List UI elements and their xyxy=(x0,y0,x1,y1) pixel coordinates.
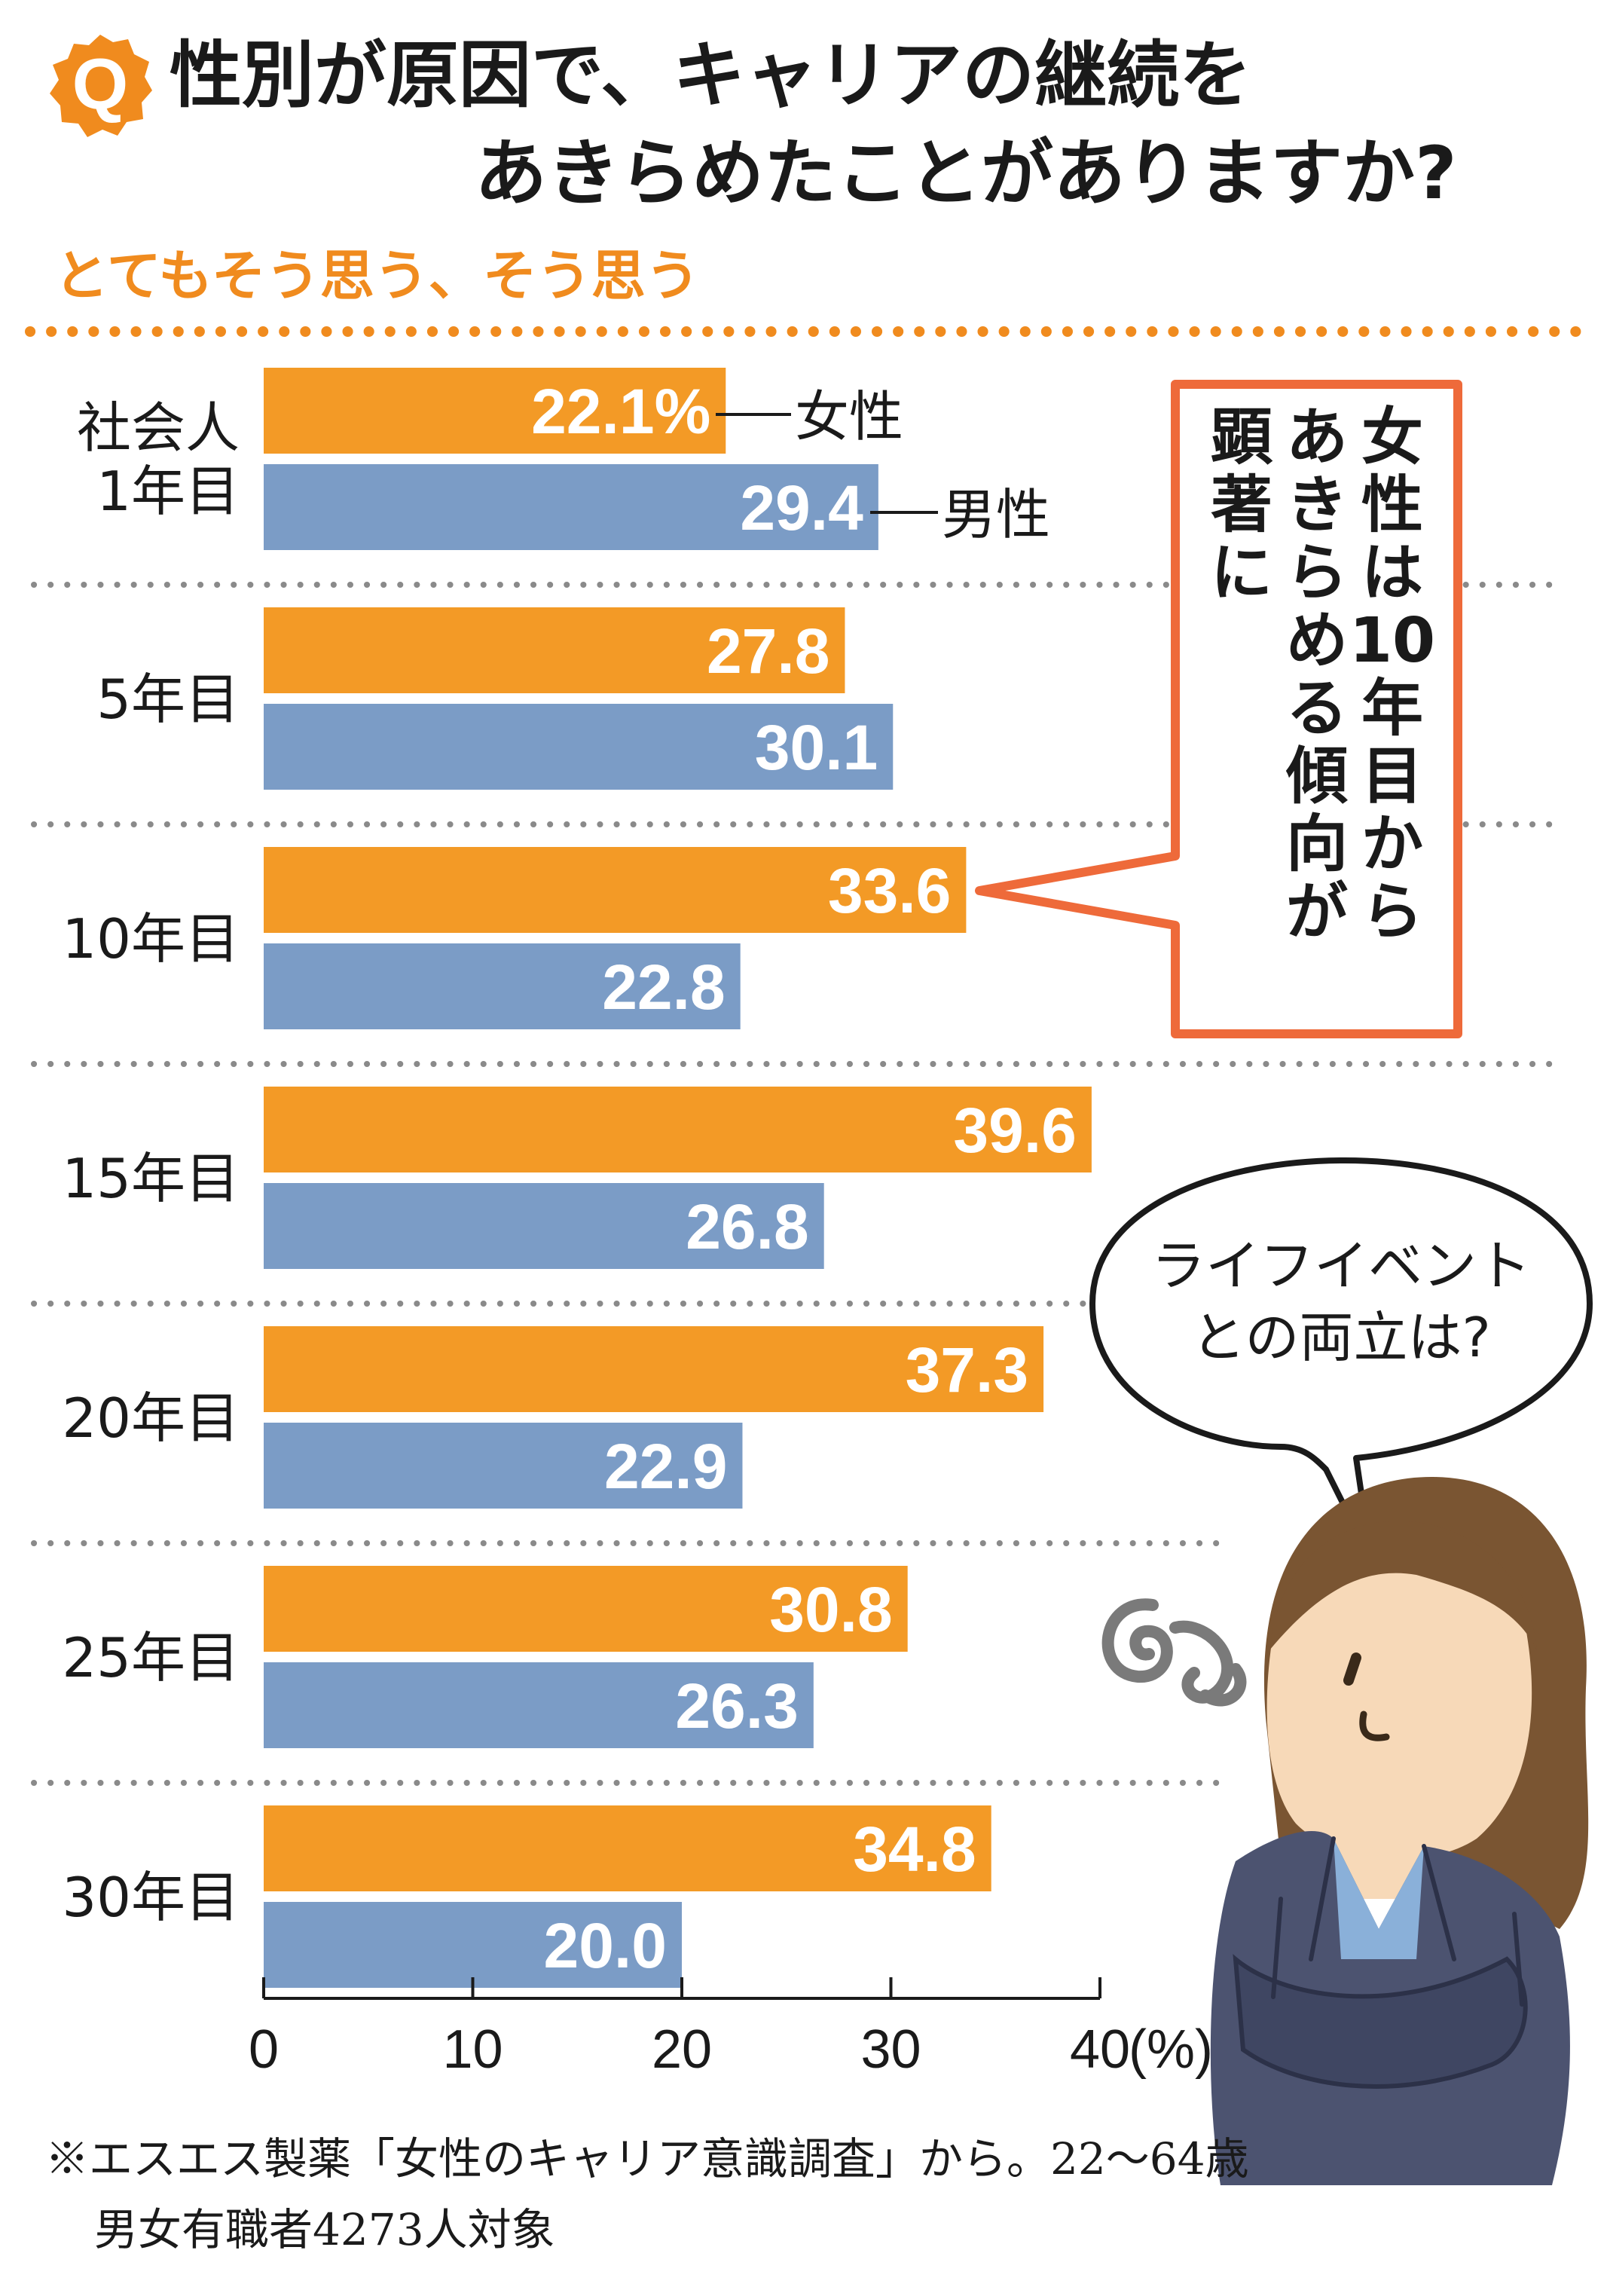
source-note-line2: 男女有職者4273人対象 xyxy=(94,2204,555,2255)
x-axis: 0 10 20 30 40(%) xyxy=(249,1977,1213,2080)
speech-bubble-shape xyxy=(1089,1157,1593,1563)
x-tick-label-3: 30 xyxy=(860,2019,921,2080)
source-note-line1: ※エスエス製薬「女性のキャリア意識調査」から。22〜64歳 xyxy=(45,2133,1249,2184)
confusion-swirl-icon xyxy=(1101,1598,1247,1707)
callout-char-2-0: 顕 xyxy=(1211,402,1273,473)
row-separators xyxy=(31,582,1566,1786)
header-divider xyxy=(25,326,1584,337)
callout-char-2-2: に xyxy=(1211,537,1272,609)
shirt xyxy=(1334,1839,1424,1959)
value-label-female-0: 22.1% xyxy=(531,376,710,447)
title-line2: あきらめたことがありますか? xyxy=(475,131,1457,216)
value-label-male-3: 26.8 xyxy=(686,1191,809,1262)
value-label-male-2: 22.8 xyxy=(602,952,726,1023)
x-tick-label-1: 10 xyxy=(442,2019,503,2080)
bar-male-5 xyxy=(264,1662,814,1748)
jacket-details xyxy=(1271,1836,1524,2007)
callout-char-1-6: 向 xyxy=(1286,809,1348,880)
value-label-female-3: 39.6 xyxy=(953,1095,1077,1166)
bar-male-6 xyxy=(264,1902,682,1988)
subtitle: とてもそう思う、そう思う xyxy=(54,244,700,307)
x-tick-label-4: 40 xyxy=(1070,2019,1130,2080)
value-label-male-4: 22.9 xyxy=(604,1431,728,1502)
q-mark: Q xyxy=(72,44,129,124)
callout-char-1-4: る xyxy=(1286,673,1348,744)
value-label-male-1: 30.1 xyxy=(755,712,878,783)
legend: 女性 男性 xyxy=(716,385,1050,546)
hair-fringe xyxy=(1269,1521,1537,1650)
category-label-1: 5年目 xyxy=(96,668,240,731)
category-label-0-1: 1年目 xyxy=(96,460,240,523)
callout-char-1-1: き xyxy=(1286,469,1348,541)
callout-char-1-7: が xyxy=(1286,876,1348,948)
category-label-5: 25年目 xyxy=(62,1626,240,1689)
value-label-female-1: 27.8 xyxy=(707,616,830,686)
mouth xyxy=(1359,1711,1390,1741)
value-label-male-5: 26.3 xyxy=(675,1671,799,1741)
callout-box xyxy=(975,380,1462,1038)
face xyxy=(1266,1558,1532,1860)
bar-male-1 xyxy=(264,704,894,790)
x-tick-label-2: 20 xyxy=(652,2019,712,2080)
bar-female-0 xyxy=(264,368,726,454)
legend-male-label: 男性 xyxy=(942,483,1050,546)
q-badge: Q xyxy=(50,35,152,137)
bars: 22.1% 29.4 27.8 30.1 33.6 22.8 39.6 26.8 37.3 22.… xyxy=(264,368,1092,1988)
callout-char-1-0: あ xyxy=(1286,402,1348,473)
value-label-female-6: 34.8 xyxy=(853,1814,976,1885)
bar-male-4 xyxy=(264,1423,743,1509)
woman-illustration xyxy=(1101,1477,1589,2185)
value-label-female-5: 30.8 xyxy=(769,1574,893,1645)
callout-char-0-2: は xyxy=(1361,537,1423,609)
bar-female-5 xyxy=(264,1566,908,1652)
callout-char-1-3: め xyxy=(1286,605,1348,677)
bar-male-0 xyxy=(264,464,878,550)
callout-char-0-6: 目 xyxy=(1361,741,1423,812)
callout-char-1-5: 傾 xyxy=(1285,741,1348,812)
callout-char-1-2: ら xyxy=(1286,537,1348,609)
eye xyxy=(1343,1652,1361,1686)
bar-chart: 22.1% 29.4 27.8 30.1 33.6 22.8 39.6 26.8 37.3 22.… xyxy=(31,368,1593,2185)
category-label-6: 30年目 xyxy=(62,1866,240,1929)
value-label-male-6: 20.0 xyxy=(544,1910,668,1981)
callout-char-0-8: ら xyxy=(1361,876,1423,948)
bar-male-2 xyxy=(264,943,741,1029)
category-label-2: 10年目 xyxy=(62,907,240,971)
callout-char-0-7: か xyxy=(1361,809,1423,880)
bar-female-4 xyxy=(264,1326,1044,1412)
value-label-female-2: 33.6 xyxy=(828,855,952,926)
crossed-arms xyxy=(1233,1954,1528,2089)
callout-char-2-1: 著 xyxy=(1211,469,1272,541)
bar-female-6 xyxy=(264,1805,991,1891)
callout-char-0-1: 性 xyxy=(1361,469,1423,541)
value-label-male-0: 29.4 xyxy=(740,472,863,543)
callout-char-0-5: 年 xyxy=(1361,673,1423,744)
speech-bubble-line1: ライフイベント xyxy=(1151,1234,1531,1298)
speech-bubble: ライフイベント との両立は? xyxy=(1089,1157,1593,1563)
callout-char-0-0: 女 xyxy=(1361,402,1423,473)
bar-female-1 xyxy=(264,607,845,693)
category-label-3: 15年目 xyxy=(62,1147,240,1210)
title-line1: 性別が原因で、キャリアの継続を xyxy=(170,33,1252,118)
bar-female-3 xyxy=(264,1087,1092,1172)
bar-female-2 xyxy=(264,847,967,933)
callout-char-0-4: 10 xyxy=(1349,605,1435,677)
legend-female-label: 女性 xyxy=(795,385,903,448)
x-axis-unit: (%) xyxy=(1129,2019,1213,2080)
speech-bubble-line2: との両立は? xyxy=(1191,1306,1491,1369)
category-label-4: 20年目 xyxy=(62,1386,240,1450)
x-tick-label-0: 0 xyxy=(249,2019,279,2080)
category-label-0-0: 社会人 xyxy=(77,396,240,460)
value-label-female-4: 37.3 xyxy=(906,1334,1029,1405)
bar-male-3 xyxy=(264,1183,824,1269)
q-badge-shape xyxy=(50,35,152,137)
